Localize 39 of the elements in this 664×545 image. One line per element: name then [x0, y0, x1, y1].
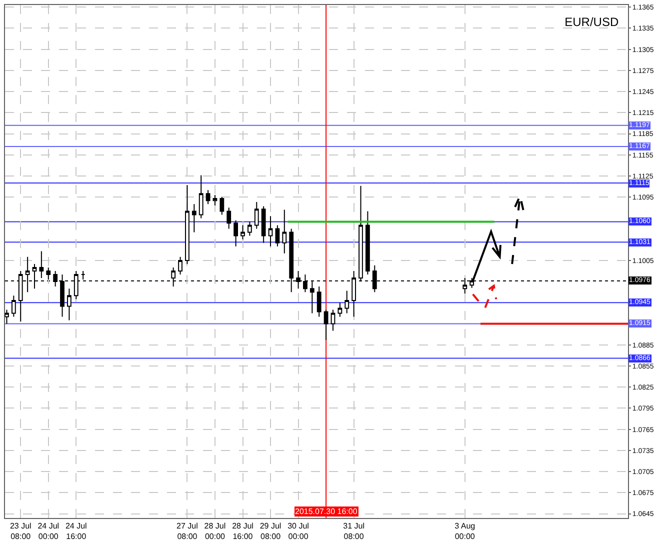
candlestick — [192, 204, 196, 233]
x-tick-label: 3 Aug 00:00 — [454, 522, 476, 541]
candlestick — [46, 266, 51, 280]
candlestick — [67, 288, 72, 321]
candlestick — [212, 194, 218, 206]
candlestick — [344, 290, 350, 314]
candlestick — [316, 286, 322, 318]
x-tick-label: 27 Jul 08:00 — [176, 522, 198, 541]
candlestick — [365, 210, 370, 276]
candlestick — [220, 196, 224, 216]
candlestick — [11, 295, 16, 318]
x-tick-label: 29 Jul 08:00 — [260, 522, 282, 541]
candlestick — [268, 216, 273, 247]
candlestick — [338, 302, 342, 318]
candlestick — [226, 207, 232, 230]
candlestick — [185, 184, 190, 264]
candlestick — [282, 209, 287, 254]
x-tick-label: 23 Jul 08:00 — [10, 522, 32, 541]
candlestick — [330, 309, 336, 332]
x-tick-label: 24 Jul 00:00 — [38, 522, 60, 541]
candlestick — [324, 309, 328, 340]
x-tick-label: 28 Jul 00:00 — [204, 522, 226, 541]
candlestick — [5, 309, 9, 324]
ref-line-label: 2015.07.30 16:00 — [295, 507, 358, 516]
x-tick-label: 30 Jul 00:00 — [288, 522, 310, 541]
text: EUR/USD — [564, 15, 619, 30]
candlestick — [261, 206, 266, 244]
x-tick-label: 28 Jul 16:00 — [232, 522, 254, 541]
candlestick — [39, 250, 44, 279]
candlestick — [247, 221, 252, 236]
candlestick — [198, 174, 204, 219]
candlestick — [178, 256, 182, 276]
candlestick — [206, 190, 210, 205]
candlestick — [254, 202, 259, 230]
candlestick — [275, 224, 280, 247]
candlestick — [240, 224, 245, 240]
candlestick — [234, 220, 238, 247]
x-tick-label: 31 Jul 08:00 — [343, 522, 365, 541]
x-tick-label: 24 Jul 16:00 — [65, 522, 88, 541]
